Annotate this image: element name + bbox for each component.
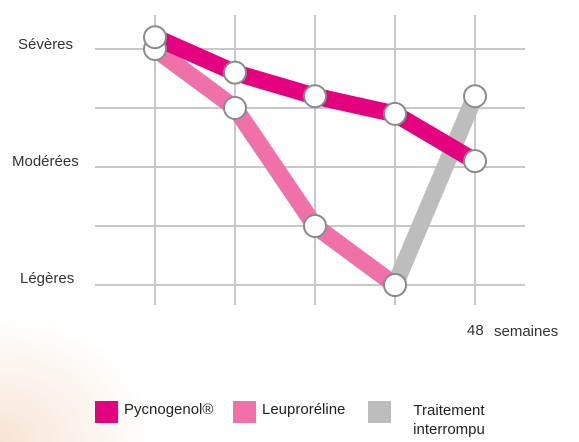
legend-swatch-traitement-interrompu bbox=[368, 401, 391, 423]
y-tick-legeres: Légères bbox=[20, 270, 75, 287]
data-point-s0-0 bbox=[143, 25, 167, 50]
y-tick-severes: Sévères bbox=[18, 36, 74, 53]
series-line-2 bbox=[387, 92, 483, 289]
legend-item-pycnogenol: Pycnogenol® bbox=[95, 401, 213, 423]
legend-item-traitement-interrompu: Traitement interrompu bbox=[368, 401, 493, 439]
data-point-s0-4 bbox=[463, 149, 487, 174]
legend-item-leuproreline: Leuproréline bbox=[233, 401, 345, 423]
data-point-s1-2 bbox=[303, 214, 327, 238]
y-tick-moderees: Modérées bbox=[12, 153, 79, 170]
data-point-s1-3 bbox=[383, 273, 407, 297]
data-point-s0-2 bbox=[303, 84, 327, 109]
x-unit-label: semaines bbox=[494, 323, 559, 340]
legend-swatch-leuproreline bbox=[233, 401, 256, 423]
legend-label-pycnogenol: Pycnogenol® bbox=[124, 401, 214, 418]
legend-swatch-pycnogenol bbox=[95, 401, 118, 423]
data-point-s0-1 bbox=[223, 60, 247, 85]
data-point-s1-1 bbox=[223, 96, 247, 120]
x-end-label: 48 bbox=[467, 322, 484, 339]
data-point-s0-3 bbox=[383, 101, 407, 126]
legend-label-traitement-interrompu: Traitement interrompu bbox=[413, 402, 485, 438]
series-line-1 bbox=[149, 42, 401, 292]
data-point-s2-1 bbox=[463, 84, 487, 109]
legend-label-leuproreline: Leuproréline bbox=[262, 401, 346, 418]
